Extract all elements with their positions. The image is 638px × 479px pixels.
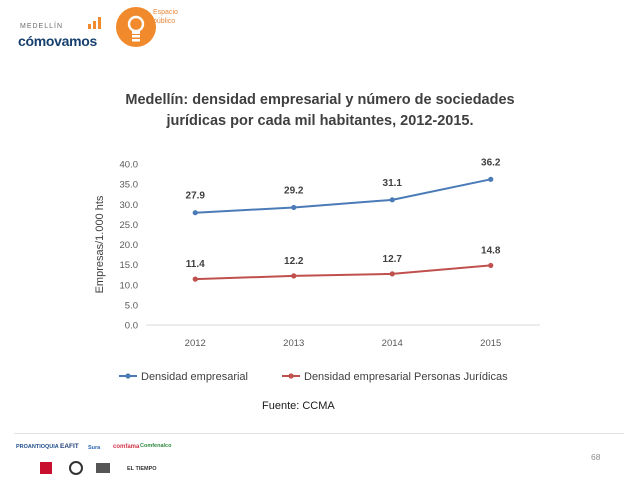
series-line xyxy=(195,178,491,214)
espacio-publico-label: Espacio público xyxy=(153,8,178,26)
footer-logo: EL TIEMPO xyxy=(127,466,157,472)
data-label: 12.7 xyxy=(383,254,403,265)
footer-logo: Sura xyxy=(88,445,101,451)
espacio-line2: público xyxy=(153,18,176,25)
logo-small-text: MEDELLÍN xyxy=(20,23,64,30)
source-note: Fuente: CCMA xyxy=(262,400,335,412)
x-tick-label: 2012 xyxy=(185,338,206,349)
lightbulb-icon xyxy=(116,7,156,47)
x-tick-label: 2013 xyxy=(283,338,304,349)
footer-logo: Comfenalco xyxy=(140,443,172,449)
x-tick-label: 2015 xyxy=(480,338,501,349)
bar-chart-icon xyxy=(88,17,101,29)
y-tick-label: 25.0 xyxy=(120,220,139,231)
espacio-line1: Espacio xyxy=(153,9,178,16)
legend-point-marker xyxy=(288,373,294,379)
footer-logo: comfama xyxy=(113,444,140,450)
page-number: 68 xyxy=(591,452,601,462)
data-label: 14.8 xyxy=(481,245,501,256)
data-label: 29.2 xyxy=(284,185,304,196)
footer-logo: EAFIT xyxy=(60,443,79,450)
data-label: 12.2 xyxy=(284,256,304,267)
data-point xyxy=(488,176,494,182)
legend-point-marker xyxy=(125,373,131,379)
y-tick-label: 40.0 xyxy=(120,160,139,171)
footer-logo: PROANTIOQUIA xyxy=(16,444,59,450)
data-point xyxy=(389,271,395,277)
series-line xyxy=(195,264,491,281)
data-point xyxy=(291,273,297,279)
line-chart: 0.0 5.0 10.0 15.0 20.0 25.0 30.0 35.0 40.0 2012 20… xyxy=(94,157,540,383)
data-point xyxy=(291,204,297,211)
data-label: 27.9 xyxy=(186,191,206,202)
data-label: 11.4 xyxy=(186,259,205,270)
y-tick-label: 10.0 xyxy=(120,280,139,291)
y-axis-label: Empresas/1.000 hts xyxy=(94,195,106,293)
y-tick-label: 20.0 xyxy=(120,240,139,251)
data-point xyxy=(192,210,198,216)
footer-divider xyxy=(14,433,624,434)
y-tick-label: 30.0 xyxy=(120,200,139,211)
espacio-publico-logo: Espacio público xyxy=(116,5,196,55)
legend-label: Densidad empresarial xyxy=(141,371,248,383)
chart-title: Medellín: densidad empresarial y número … xyxy=(60,90,580,132)
data-point xyxy=(192,276,198,282)
y-tick-label: 15.0 xyxy=(120,260,139,271)
footer-emblem-icon xyxy=(40,461,110,475)
data-point xyxy=(389,197,395,203)
y-tick-label: 5.0 xyxy=(125,300,138,311)
chart-title-line1: Medellín: densidad empresarial y número … xyxy=(125,92,515,108)
logo-brand-text: cómovamos xyxy=(18,33,97,49)
y-tick-label: 35.0 xyxy=(120,180,139,191)
y-tick-label: 0.0 xyxy=(125,321,138,332)
data-label: 31.1 xyxy=(383,178,403,189)
medellin-como-vamos-logo: MEDELLÍN cómovamos xyxy=(8,9,108,49)
data-label: 36.2 xyxy=(481,157,501,168)
chart-title-line2: jurídicas por cada mil habitantes, 2012-… xyxy=(166,113,474,129)
data-point xyxy=(488,262,494,269)
x-tick-label: 2014 xyxy=(382,338,403,349)
legend-label: Densidad empresarial Personas Jurídicas xyxy=(304,371,508,383)
